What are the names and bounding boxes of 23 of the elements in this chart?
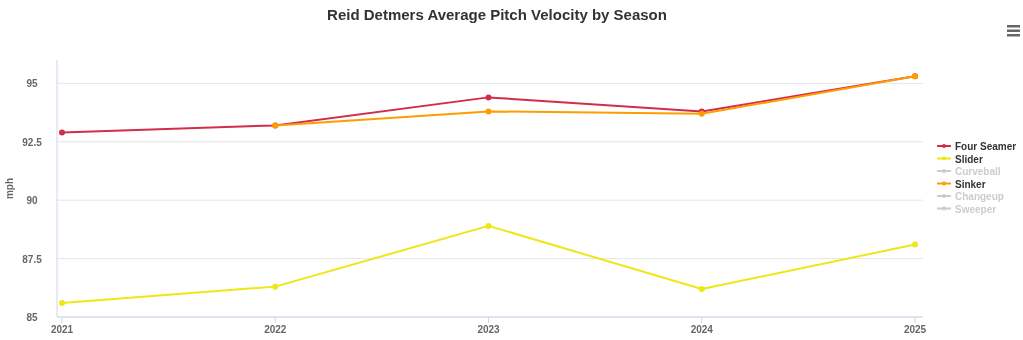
x-tick-label: 2021 <box>50 324 74 335</box>
y-tick-label: 87.5 <box>22 253 43 265</box>
x-tick-label: 2022 <box>264 324 287 335</box>
legend-label: Slider <box>955 153 983 165</box>
y-tick-label: 90 <box>26 195 38 207</box>
point <box>59 299 65 306</box>
x-tick-label: 2025 <box>903 324 927 335</box>
y-tick-label: 92.5 <box>22 136 43 148</box>
y-tick-label: 85 <box>26 312 38 323</box>
legend-label: Sinker <box>955 178 986 190</box>
point <box>698 285 705 292</box>
point <box>912 241 918 248</box>
y-axis-title: mph <box>4 177 15 200</box>
legend-label: Four Seamer <box>955 141 1017 152</box>
x-tick-label: 2023 <box>477 324 501 335</box>
point <box>485 94 492 101</box>
chart-title: Reid Detmers Average Pitch Velocity by Season <box>327 6 667 23</box>
x-tick-label: 2024 <box>690 324 714 335</box>
y-tick-label: 95 <box>26 78 38 90</box>
point <box>485 108 492 115</box>
point <box>272 283 279 290</box>
point <box>485 222 492 229</box>
point <box>59 129 65 136</box>
